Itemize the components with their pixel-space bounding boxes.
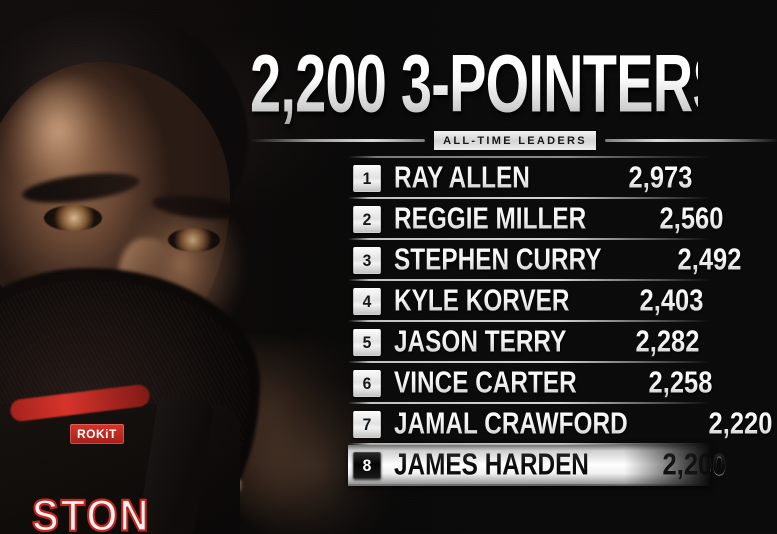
title-block: 2,200 3-POINTERS MADE bbox=[250, 43, 777, 124]
player-name: RAY ALLEN bbox=[394, 161, 560, 196]
player-name: VINCE CARTER bbox=[394, 366, 577, 400]
player-name: STEPHEN CURRY bbox=[394, 243, 602, 277]
player-value: 2,403 bbox=[617, 284, 721, 319]
player-name: JAMAL CRAWFORD bbox=[394, 407, 628, 441]
rank-badge: 1 bbox=[353, 165, 381, 192]
table-row: 4 KYLE KORVER 2,403 bbox=[348, 281, 710, 322]
rank-badge: 2 bbox=[353, 206, 381, 233]
player-value: 2,258 bbox=[626, 366, 730, 401]
row-separator bbox=[348, 197, 710, 199]
leaderboard-list: 1 RAY ALLEN 2,973 2 REGGIE MILLER 2,560 3 STEPH… bbox=[348, 156, 773, 486]
table-row: 1 RAY ALLEN 2,973 bbox=[348, 156, 710, 199]
player-value: 2,973 bbox=[606, 161, 710, 196]
subtitle-rule-left bbox=[250, 139, 426, 142]
row-separator bbox=[348, 484, 710, 486]
player-value: 2,200 bbox=[640, 448, 744, 483]
row-separator bbox=[348, 402, 710, 404]
rank-badge: 7 bbox=[353, 411, 381, 438]
table-row: 7 JAMAL CRAWFORD 2,220 bbox=[348, 404, 773, 445]
row-separator bbox=[348, 320, 710, 322]
player-value: 2,560 bbox=[637, 202, 741, 237]
table-row: 6 VINCE CARTER 2,258 bbox=[348, 363, 712, 404]
row-separator bbox=[348, 361, 710, 363]
table-row: 2 REGGIE MILLER 2,560 bbox=[348, 199, 723, 240]
table-row: 5 JASON TERRY 2,282 bbox=[348, 322, 710, 363]
player-value: 2,492 bbox=[655, 243, 759, 278]
player-name: JASON TERRY bbox=[394, 325, 567, 359]
subtitle-rule-right bbox=[604, 139, 777, 142]
subtitle-block: ALL-TIME LEADERS bbox=[250, 131, 777, 150]
player-name: KYLE KORVER bbox=[394, 284, 570, 318]
player-name: JAMES HARDEN bbox=[394, 448, 589, 482]
rank-badge: 5 bbox=[353, 329, 381, 356]
row-separator bbox=[348, 279, 710, 281]
row-separator bbox=[348, 238, 710, 240]
row-separator bbox=[348, 443, 710, 445]
table-row: 8 JAMES HARDEN 2,200 bbox=[348, 445, 726, 486]
rank-badge: 6 bbox=[353, 370, 381, 397]
subtitle-label: ALL-TIME LEADERS bbox=[434, 131, 596, 150]
player-name: REGGIE MILLER bbox=[394, 202, 587, 236]
player-value: 2,220 bbox=[686, 407, 777, 442]
player-value: 2,282 bbox=[613, 325, 717, 360]
table-row: 3 STEPHEN CURRY 2,492 bbox=[348, 240, 741, 281]
rank-badge: 4 bbox=[353, 288, 381, 315]
page-title: 2,200 3-POINTERS MADE bbox=[250, 38, 777, 129]
rank-badge: 8 bbox=[353, 452, 381, 479]
rank-badge: 3 bbox=[353, 247, 381, 274]
